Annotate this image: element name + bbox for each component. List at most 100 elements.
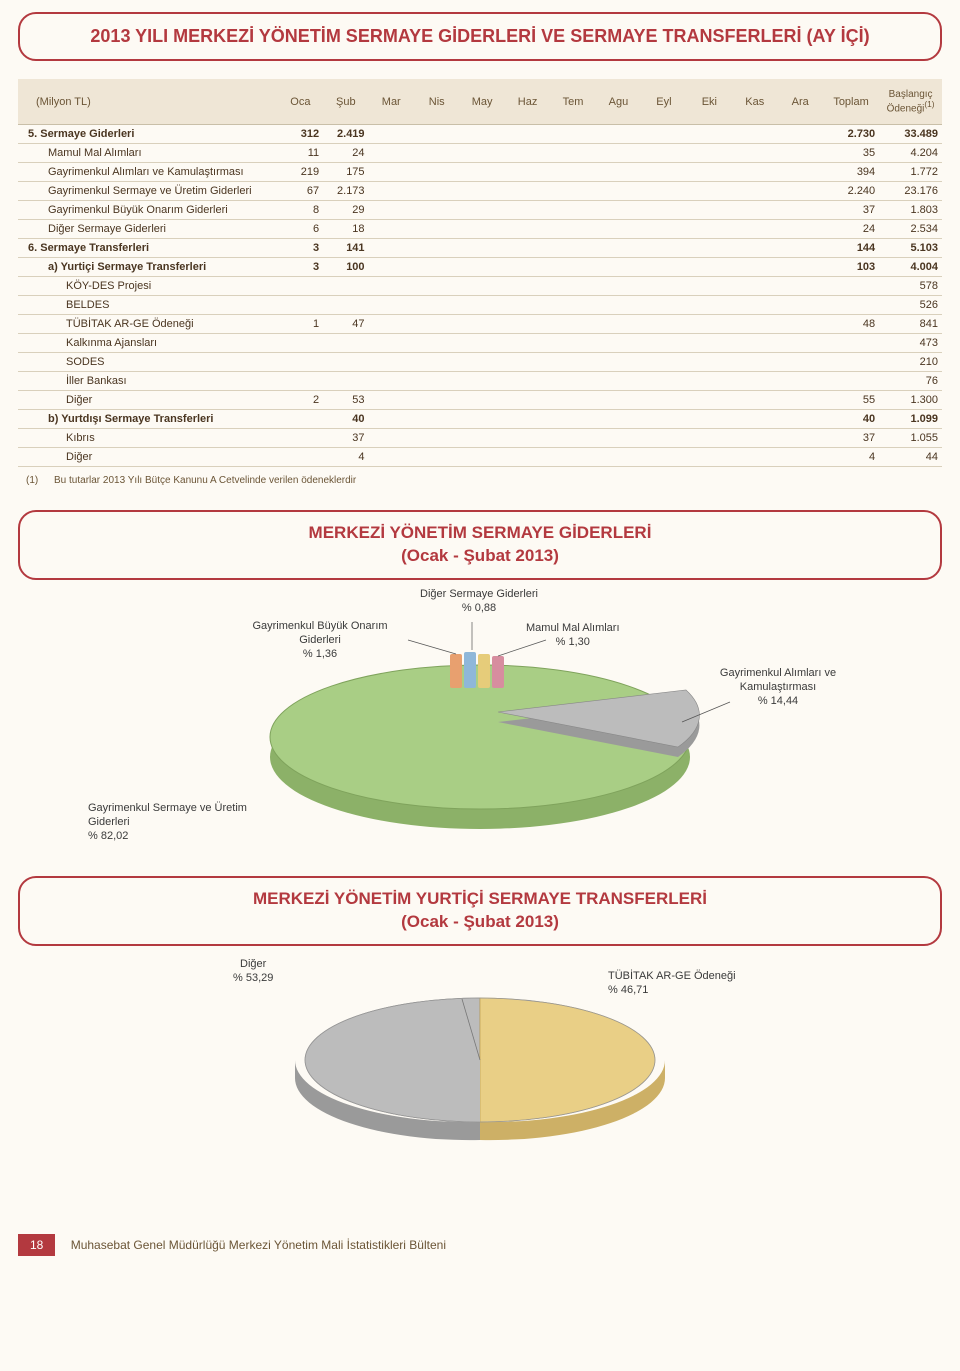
cell	[459, 201, 504, 220]
cell: 24	[823, 220, 879, 239]
cell: 29	[323, 201, 368, 220]
cell	[505, 125, 550, 144]
cell	[414, 372, 459, 391]
cell	[369, 410, 414, 429]
cell	[732, 429, 777, 448]
cell	[414, 315, 459, 334]
cell	[596, 315, 641, 334]
cell	[550, 296, 595, 315]
cell: 3	[278, 258, 323, 277]
chart2-title: MERKEZİ YÖNETİM YURTİÇİ SERMAYE TRANSFER…	[18, 876, 942, 946]
cell	[278, 429, 323, 448]
cell	[369, 201, 414, 220]
cell: 100	[323, 258, 368, 277]
cell	[732, 410, 777, 429]
cell	[414, 182, 459, 201]
cell	[732, 448, 777, 467]
chart1-label-diger: Diğer Sermaye Giderleri% 0,88	[420, 588, 538, 616]
cell: 1.099	[879, 410, 942, 429]
cell	[641, 296, 686, 315]
cell	[369, 125, 414, 144]
month-header: Eki	[687, 79, 732, 125]
cell	[732, 391, 777, 410]
row-label: SODES	[18, 353, 278, 372]
cell	[732, 258, 777, 277]
cell	[369, 448, 414, 467]
cell: 37	[823, 429, 879, 448]
cell	[505, 258, 550, 277]
page-number: 18	[18, 1234, 55, 1256]
cell	[414, 277, 459, 296]
cell	[550, 163, 595, 182]
table-row: Diğer253551.300	[18, 391, 942, 410]
cell	[505, 429, 550, 448]
cell	[323, 353, 368, 372]
cell	[687, 182, 732, 201]
cell	[414, 353, 459, 372]
cell: 312	[278, 125, 323, 144]
initial-alloc-header: Başlangıç Ödeneği(1)	[879, 79, 942, 125]
cell	[278, 410, 323, 429]
cell	[641, 372, 686, 391]
cell: 4	[323, 448, 368, 467]
cell	[550, 220, 595, 239]
cell: 48	[823, 315, 879, 334]
cell	[641, 334, 686, 353]
cell	[278, 448, 323, 467]
cell	[823, 277, 879, 296]
cell: 40	[823, 410, 879, 429]
cell	[505, 296, 550, 315]
cell	[596, 410, 641, 429]
cell	[596, 277, 641, 296]
cell	[369, 391, 414, 410]
cell	[641, 315, 686, 334]
cell	[641, 201, 686, 220]
table-row: 6. Sermaye Transferleri31411445.103	[18, 239, 942, 258]
cell	[687, 315, 732, 334]
cell	[732, 201, 777, 220]
row-label: Kalkınma Ajansları	[18, 334, 278, 353]
table-row: KÖY-DES Projesi578	[18, 277, 942, 296]
cell	[278, 353, 323, 372]
cell	[505, 448, 550, 467]
cell	[687, 220, 732, 239]
cell	[641, 125, 686, 144]
cell	[823, 353, 879, 372]
cell	[278, 372, 323, 391]
cell	[596, 182, 641, 201]
chart1-label-buyuk: Gayrimenkul Büyük Onarım Giderleri% 1,36	[250, 620, 390, 661]
cell	[732, 315, 777, 334]
cell	[369, 353, 414, 372]
cell	[687, 201, 732, 220]
cell: 2.534	[879, 220, 942, 239]
table-row: 5. Sermaye Giderleri3122.4192.73033.489	[18, 125, 942, 144]
cell	[459, 239, 504, 258]
cell: 4.204	[879, 144, 942, 163]
cell: 1.300	[879, 391, 942, 410]
chart1-title: MERKEZİ YÖNETİM SERMAYE GİDERLERİ(Ocak -…	[18, 510, 942, 580]
cell	[550, 144, 595, 163]
cell	[641, 410, 686, 429]
chart1-label-alim: Gayrimenkul Alımları ve Kamulaştırması% …	[698, 667, 858, 708]
cell	[687, 410, 732, 429]
cell	[505, 353, 550, 372]
cell	[732, 239, 777, 258]
cell	[687, 429, 732, 448]
cell	[777, 182, 822, 201]
cell	[732, 163, 777, 182]
cell	[641, 391, 686, 410]
cell: 33.489	[879, 125, 942, 144]
cell: 18	[323, 220, 368, 239]
cell: 841	[879, 315, 942, 334]
table-row: Diğer Sermaye Giderleri618242.534	[18, 220, 942, 239]
cell	[459, 220, 504, 239]
cell	[550, 315, 595, 334]
cell	[823, 296, 879, 315]
cell: 4	[823, 448, 879, 467]
cell	[505, 334, 550, 353]
cell: 4.004	[879, 258, 942, 277]
cell	[278, 334, 323, 353]
cell	[641, 182, 686, 201]
cell: 35	[823, 144, 879, 163]
table-header-row: (Milyon TL) Oca Şub Mar Nis May Haz Tem …	[18, 79, 942, 125]
